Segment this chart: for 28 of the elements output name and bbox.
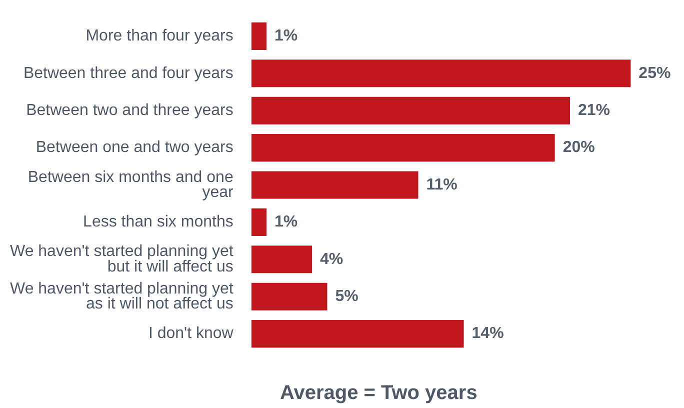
text: Average = Two years [280,382,478,405]
bar [251,246,312,274]
data-label: 5% [335,288,358,306]
bar [251,134,555,162]
data-label: 1% [274,214,298,231]
data-label: 11% [426,176,458,194]
bar [251,208,267,236]
y-tick-label: Between two and three years [26,102,234,120]
bar [251,96,570,124]
data-label: 21% [578,102,610,120]
bar [251,22,267,50]
bar [251,171,418,199]
y-tick-label: More than four years [86,28,234,45]
data-label: 4% [320,250,344,268]
y-tick-label: Between six months and one year [28,168,234,202]
y-tick-label: I don't know [148,325,234,342]
bar [251,282,328,310]
y-tick-label: Less than six months [83,214,234,231]
y-tick-label: We haven't started planning yet as it will not affect us [10,280,234,313]
data-label: 20% [562,139,595,156]
data-label: 1% [274,28,298,45]
y-tick-label: Between three and four years [23,64,234,82]
y-tick-label: Between one and two years [36,139,234,156]
data-label: 25% [638,64,671,82]
y-tick-label: We haven't started planning yet but it will affect us [10,243,234,276]
bar [251,320,464,348]
bar [251,60,631,88]
data-label: 14% [472,325,504,342]
